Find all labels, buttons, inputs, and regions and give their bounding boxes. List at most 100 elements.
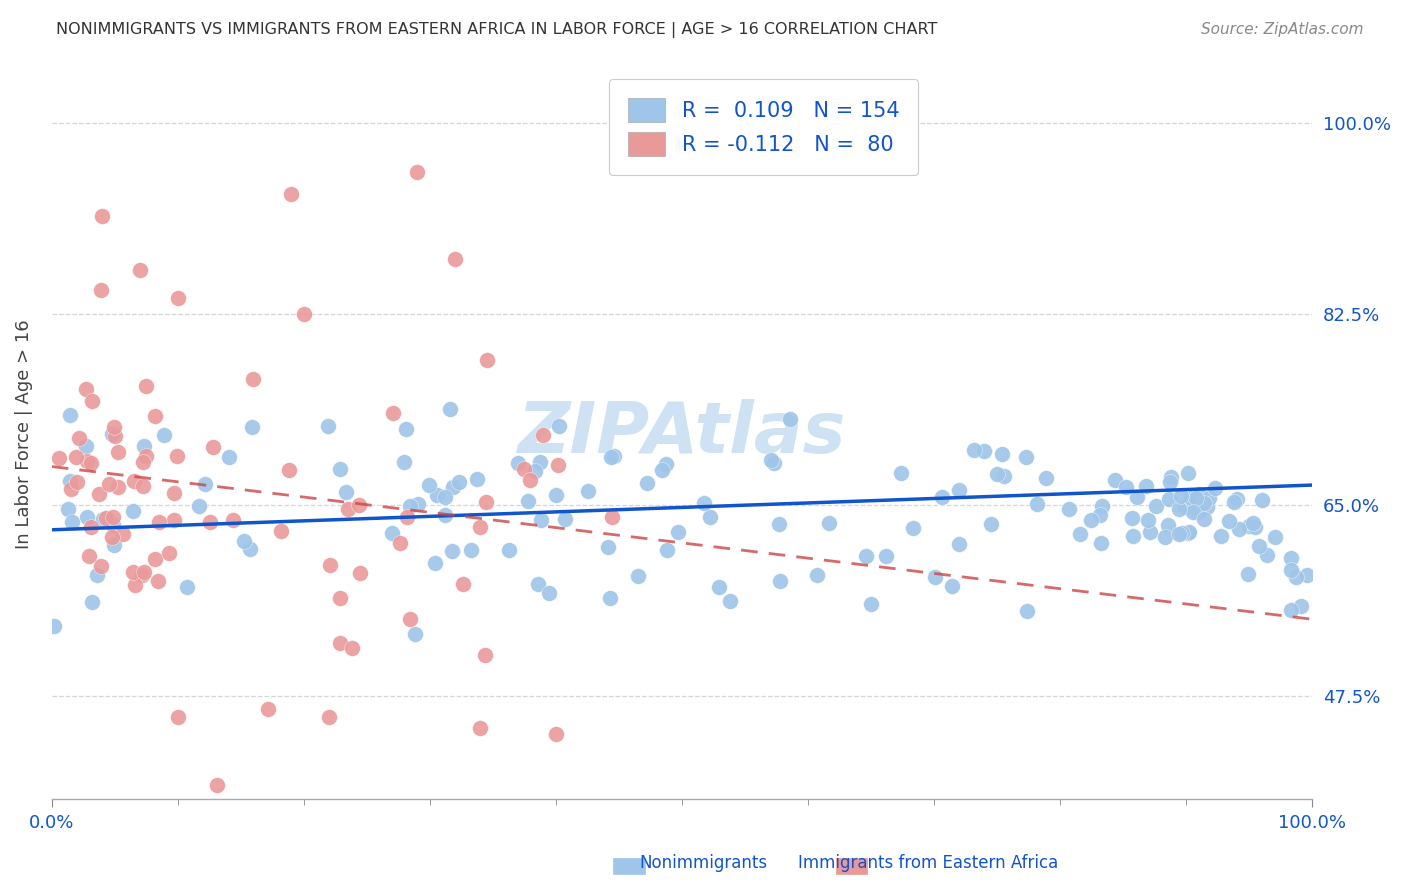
Point xyxy=(554,511,576,525)
Point xyxy=(406,497,429,511)
Point xyxy=(529,455,551,469)
Point xyxy=(335,484,357,499)
Point xyxy=(1088,508,1111,523)
Point xyxy=(531,427,554,442)
Point xyxy=(329,636,352,650)
Point xyxy=(337,501,360,516)
Point xyxy=(146,574,169,589)
Point xyxy=(440,543,463,558)
Point xyxy=(124,578,146,592)
Point xyxy=(131,568,153,582)
Point xyxy=(97,477,120,491)
Point xyxy=(526,576,548,591)
Point xyxy=(699,509,721,524)
Point xyxy=(240,419,263,434)
Point xyxy=(132,565,155,579)
Point xyxy=(707,580,730,594)
Point xyxy=(1249,539,1271,553)
Point xyxy=(1237,567,1260,582)
Point xyxy=(176,580,198,594)
Point xyxy=(465,472,488,486)
Point xyxy=(890,466,912,480)
Point xyxy=(94,510,117,524)
Point xyxy=(1264,530,1286,544)
Point xyxy=(425,556,447,570)
Point xyxy=(188,499,211,513)
Point xyxy=(779,412,801,426)
Point xyxy=(1069,526,1091,541)
Point xyxy=(433,508,456,522)
Point xyxy=(277,463,299,477)
Point xyxy=(194,477,217,491)
Point xyxy=(1121,510,1143,524)
Point xyxy=(1014,450,1036,464)
Point xyxy=(1091,499,1114,513)
Point xyxy=(148,516,170,530)
Point xyxy=(395,510,418,524)
Point xyxy=(1251,493,1274,508)
Point xyxy=(382,407,405,421)
Point xyxy=(924,570,946,584)
Point xyxy=(381,525,404,540)
Point xyxy=(1185,491,1208,505)
Point xyxy=(66,475,89,489)
Point xyxy=(1167,502,1189,516)
Point xyxy=(1237,519,1260,533)
Point xyxy=(1157,517,1180,532)
Point xyxy=(1223,495,1246,509)
Point xyxy=(470,721,492,735)
Point xyxy=(406,165,429,179)
Point xyxy=(1177,525,1199,540)
Point xyxy=(239,541,262,556)
Point xyxy=(340,640,363,655)
Point xyxy=(101,518,124,533)
Point xyxy=(143,409,166,424)
Point xyxy=(529,513,551,527)
Point xyxy=(42,618,65,632)
Point xyxy=(242,372,264,386)
Point xyxy=(693,496,716,510)
Point xyxy=(1136,513,1159,527)
Point xyxy=(58,475,80,489)
Point xyxy=(1115,481,1137,495)
Point xyxy=(395,422,418,436)
Point xyxy=(444,252,467,267)
Point xyxy=(1144,499,1167,513)
Point xyxy=(107,445,129,459)
Point xyxy=(349,566,371,580)
Point xyxy=(97,514,120,528)
Point xyxy=(986,467,1008,482)
Point xyxy=(1279,563,1302,577)
Point xyxy=(347,498,370,512)
Point xyxy=(948,483,970,497)
Point xyxy=(761,453,783,467)
Point xyxy=(59,408,82,422)
Point xyxy=(451,577,474,591)
Point xyxy=(329,591,352,606)
Point xyxy=(166,291,188,305)
Point xyxy=(270,524,292,538)
Point xyxy=(1104,473,1126,487)
Point xyxy=(132,455,155,469)
Point xyxy=(931,490,953,504)
Point xyxy=(91,209,114,223)
Point xyxy=(163,486,186,500)
Point xyxy=(474,648,496,662)
Point xyxy=(103,428,125,442)
Point xyxy=(280,186,302,201)
Point xyxy=(603,449,626,463)
Point xyxy=(101,510,124,524)
Point xyxy=(1197,500,1219,515)
Point xyxy=(963,443,986,458)
Point xyxy=(91,512,114,526)
Point xyxy=(418,478,440,492)
Point xyxy=(80,456,103,470)
Point xyxy=(519,474,541,488)
Point xyxy=(1035,470,1057,484)
Legend: R =  0.109   N = 154, R = -0.112   N =  80: R = 0.109 N = 154, R = -0.112 N = 80 xyxy=(609,78,918,175)
Text: Immigrants from Eastern Africa: Immigrants from Eastern Africa xyxy=(797,855,1059,872)
Point xyxy=(666,524,689,539)
Point xyxy=(205,777,228,791)
Point xyxy=(389,535,412,549)
Point xyxy=(1122,528,1144,542)
